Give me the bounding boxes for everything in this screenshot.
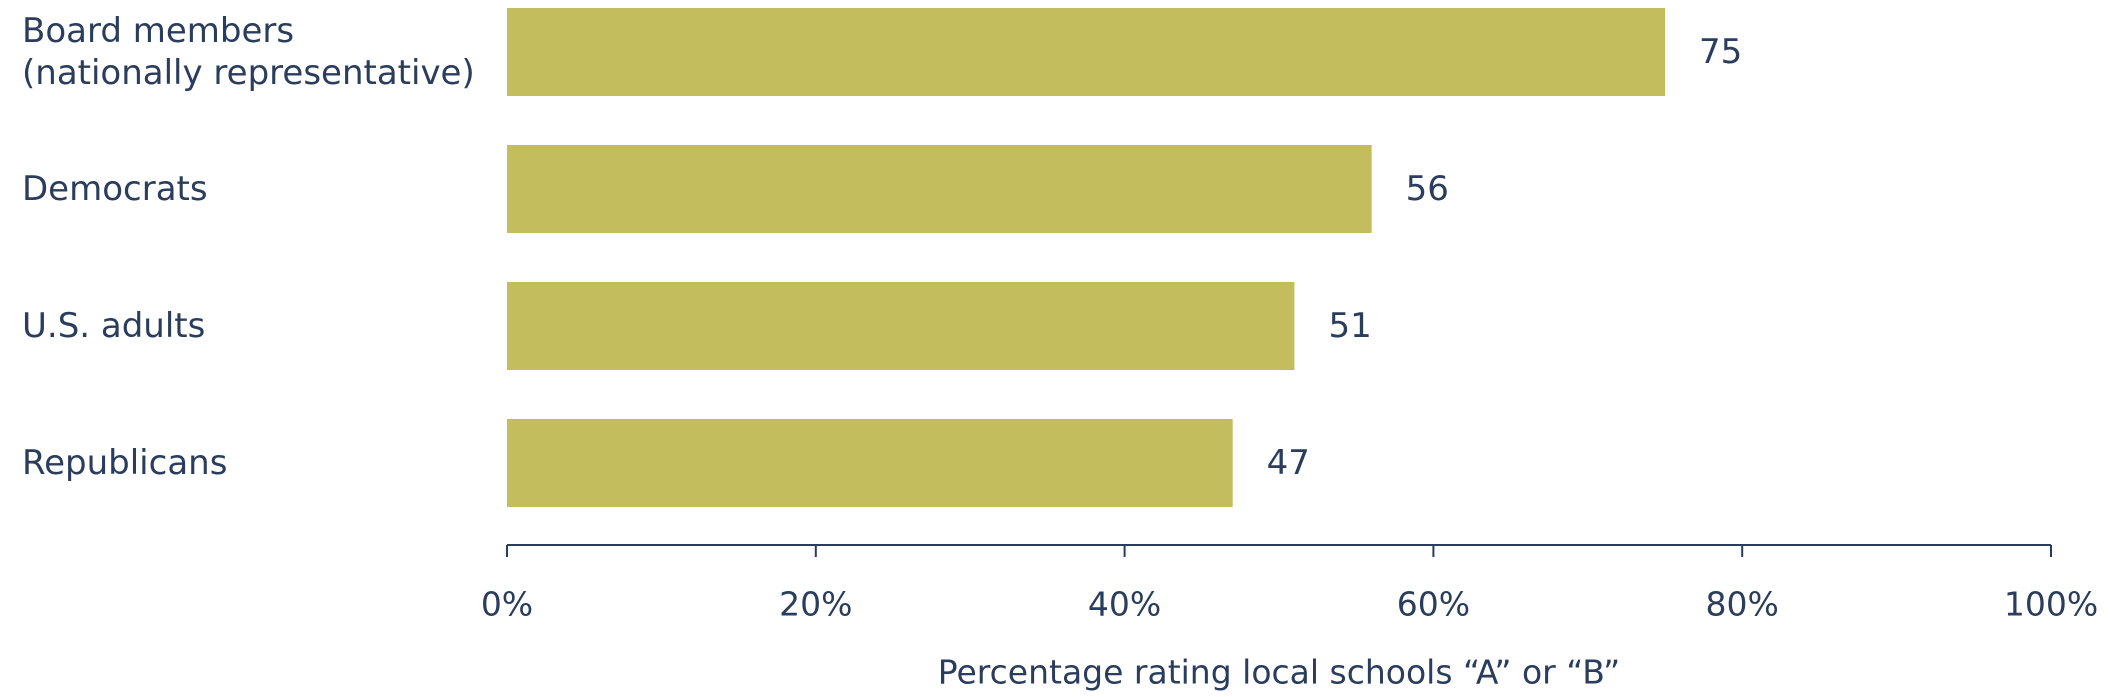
category-label-2: U.S. adults xyxy=(22,306,205,346)
x-axis-title: Percentage rating local schools “A” or “… xyxy=(938,653,1620,692)
category-label-0: Board members (nationally representative) xyxy=(22,11,475,93)
bar-series xyxy=(507,8,1665,507)
category-label-1: Democrats xyxy=(22,169,208,209)
data-label-2: 51 xyxy=(1328,306,1371,346)
bar-0 xyxy=(507,8,1665,96)
x-tick-label-5: 100% xyxy=(2004,585,2098,624)
category-label-line: U.S. adults xyxy=(22,306,205,346)
x-tick-label-3: 60% xyxy=(1397,585,1470,624)
category-label-line: Board members xyxy=(22,11,294,51)
bar-3 xyxy=(507,419,1233,507)
x-tick-label-2: 40% xyxy=(1088,585,1161,624)
x-tick-label-0: 0% xyxy=(481,585,533,624)
bar-2 xyxy=(507,282,1295,370)
x-ticks: 0% 20% 40% 60% 80% 100% xyxy=(481,545,2098,624)
x-axis: 0% 20% 40% 60% 80% 100% xyxy=(481,544,2098,624)
value-labels: 75 56 51 47 xyxy=(1267,32,1743,483)
data-label-1: 56 xyxy=(1406,169,1449,209)
bar-1 xyxy=(507,145,1372,233)
data-label-0: 75 xyxy=(1699,32,1742,72)
data-label-3: 47 xyxy=(1267,443,1310,483)
category-label-line: (nationally representative) xyxy=(22,53,475,93)
x-tick-label-1: 20% xyxy=(779,585,852,624)
category-label-line: Republicans xyxy=(22,443,227,483)
category-label-3: Republicans xyxy=(22,443,227,483)
category-labels: Board members (nationally representative)… xyxy=(22,11,475,483)
category-label-line: Democrats xyxy=(22,169,208,209)
x-tick-label-4: 80% xyxy=(1706,585,1779,624)
